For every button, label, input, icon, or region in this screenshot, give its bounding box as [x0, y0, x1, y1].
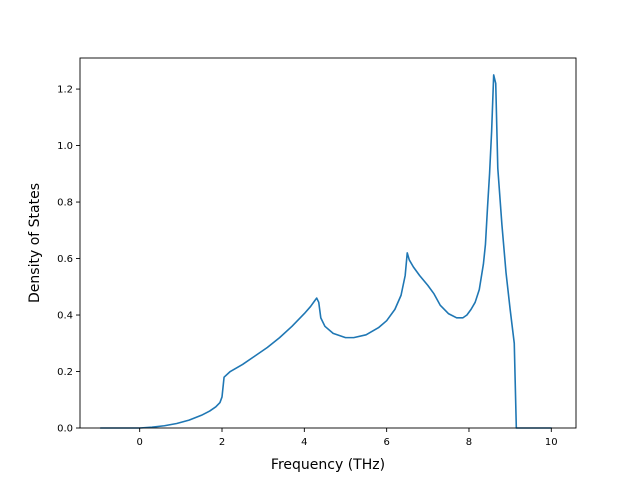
y-tick-label: 0.4	[57, 311, 73, 322]
y-tick-label: 1.0	[57, 141, 73, 152]
plot-area	[99, 74, 553, 429]
y-tick-label: 1.2	[57, 85, 73, 96]
y-tick-label: 0.0	[57, 424, 73, 435]
x-tick-label: 6	[383, 437, 389, 448]
x-tick-label: 4	[301, 437, 307, 448]
y-axis-label: Density of States	[27, 183, 43, 303]
x-tick-label: 8	[466, 437, 472, 448]
y-tick-label: 0.6	[57, 254, 73, 265]
y-tick-label: 0.8	[57, 198, 73, 209]
x-tick-label: 10	[545, 437, 558, 448]
x-axis-label: Frequency (THz)	[271, 457, 385, 473]
y-tick-label: 0.2	[57, 367, 73, 378]
x-tick-label: 0	[136, 437, 142, 448]
x-tick-label: 2	[219, 437, 225, 448]
axes: 0 2 4 6 8 10 0.0 0.2 0.4 0.6 0.8 1.0 1.2	[57, 57, 577, 448]
axes-frame	[79, 57, 577, 429]
dos-series-line-0	[99, 74, 553, 429]
